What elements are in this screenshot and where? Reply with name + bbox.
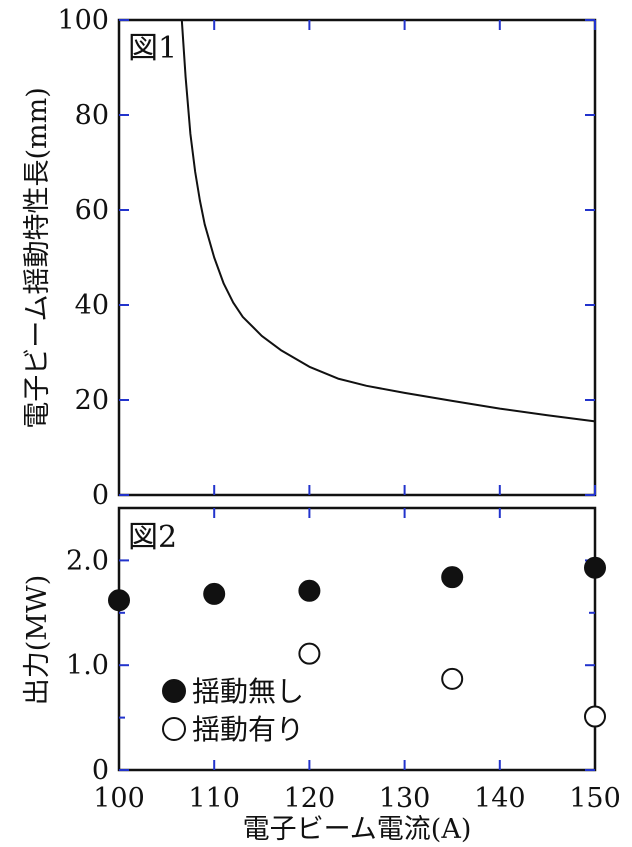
panel-2-frame [117,506,597,772]
panel-2-label: 図2 [128,520,177,555]
panel-1-y-tick-label: 40 [75,290,109,321]
panel-1-y-tick-labels: 0 20 40 60 80 100 [57,5,109,511]
panel-1-y-tick-label: 60 [75,195,109,226]
panel-2-y-axis-title: 出力(MW) [22,575,53,705]
data-point-no-sweep [298,579,321,602]
x-tick-labels: 100 110 120 130 140 150 [93,783,621,814]
x-tick-label: 100 [93,783,145,814]
legend-label-no-sweep: 揺動無し [192,675,304,708]
panel-1-series [180,19,596,423]
legend-open-marker [162,717,186,741]
panel-2-y-tick-label: 0 [92,755,109,786]
panel-2-y-tick-labels: 0 1.0 2.0 [66,545,109,786]
panel-2-ticks [119,508,595,771]
panel-2-y-tick-label: 1.0 [66,650,109,681]
data-point-with-sweep [298,642,321,665]
x-tick-label: 110 [188,783,240,814]
x-axis-title: 電子ビーム電流(A) [243,814,472,845]
panel-1-curve [180,19,596,423]
panel-1-label: 図1 [128,31,177,66]
panel-1-ticks [119,19,596,496]
panel-2-series [108,556,606,728]
x-tick-label: 130 [379,783,431,814]
panel-1-y-tick-label: 20 [75,385,109,416]
panel-1: 図1 電子ビーム揺動特性長(mm) 0 20 40 60 80 100 [22,5,597,511]
panel-1-frame [117,18,597,497]
panel-1-y-tick-label: 100 [57,5,109,36]
legend-label-with-sweep: 揺動有り [192,713,304,746]
legend-filled-marker [162,679,186,703]
data-point-no-sweep [203,582,226,605]
x-tick-label: 150 [569,783,621,814]
panel-1-y-axis-title: 電子ビーム揺動特性長(mm) [22,87,53,428]
data-point-no-sweep [584,556,606,579]
legend: 揺動無し 揺動有り [162,675,304,746]
x-tick-label: 140 [474,783,526,814]
panel-2-y-tick-label: 2.0 [66,545,109,576]
panel-1-y-tick-label: 0 [92,480,109,511]
x-tick-label: 120 [284,783,336,814]
data-point-with-sweep [441,667,464,690]
data-point-no-sweep [108,589,130,612]
panel-2: 図2 出力(MW) 電子ビーム電流(A) 0 1.0 2.0 100 110 120 13… [22,506,621,845]
data-point-with-sweep [584,705,606,728]
panel-1-y-tick-label: 80 [75,100,109,131]
data-point-no-sweep [441,566,464,589]
